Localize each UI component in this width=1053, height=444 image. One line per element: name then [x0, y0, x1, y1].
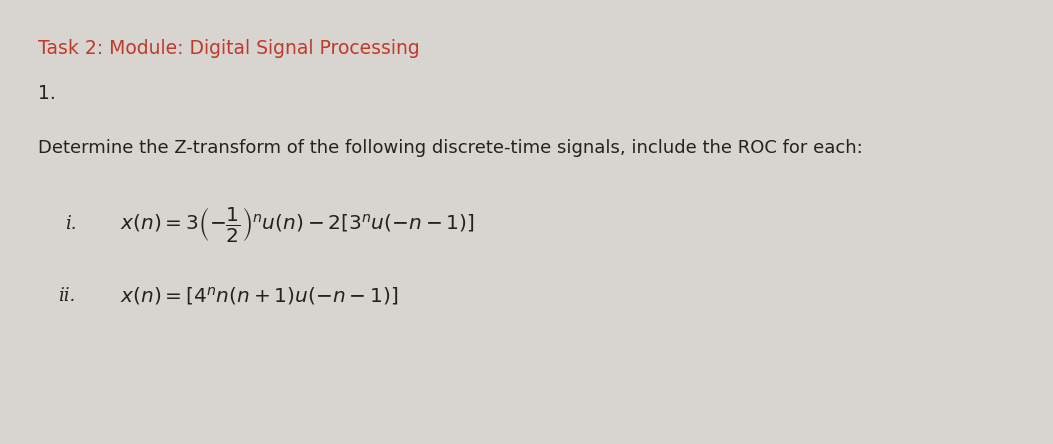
Text: Determine the Z-transform of the following discrete-time signals, include the RO: Determine the Z-transform of the followi… — [38, 139, 862, 157]
Text: ii.: ii. — [58, 287, 75, 305]
Text: i.: i. — [65, 215, 77, 233]
Text: Task 2: Module: Digital Signal Processing: Task 2: Module: Digital Signal Processin… — [38, 39, 420, 58]
Text: 1.: 1. — [38, 84, 56, 103]
Text: $x(n) = 3\left(-\dfrac{1}{2}\right)^{n} u(n) - 2[3^{n}u(-n-1)]$: $x(n) = 3\left(-\dfrac{1}{2}\right)^{n} … — [120, 205, 475, 243]
Text: $x(n) = [4^{n}n(n+1)u(-n-1)]$: $x(n) = [4^{n}n(n+1)u(-n-1)]$ — [120, 285, 398, 307]
